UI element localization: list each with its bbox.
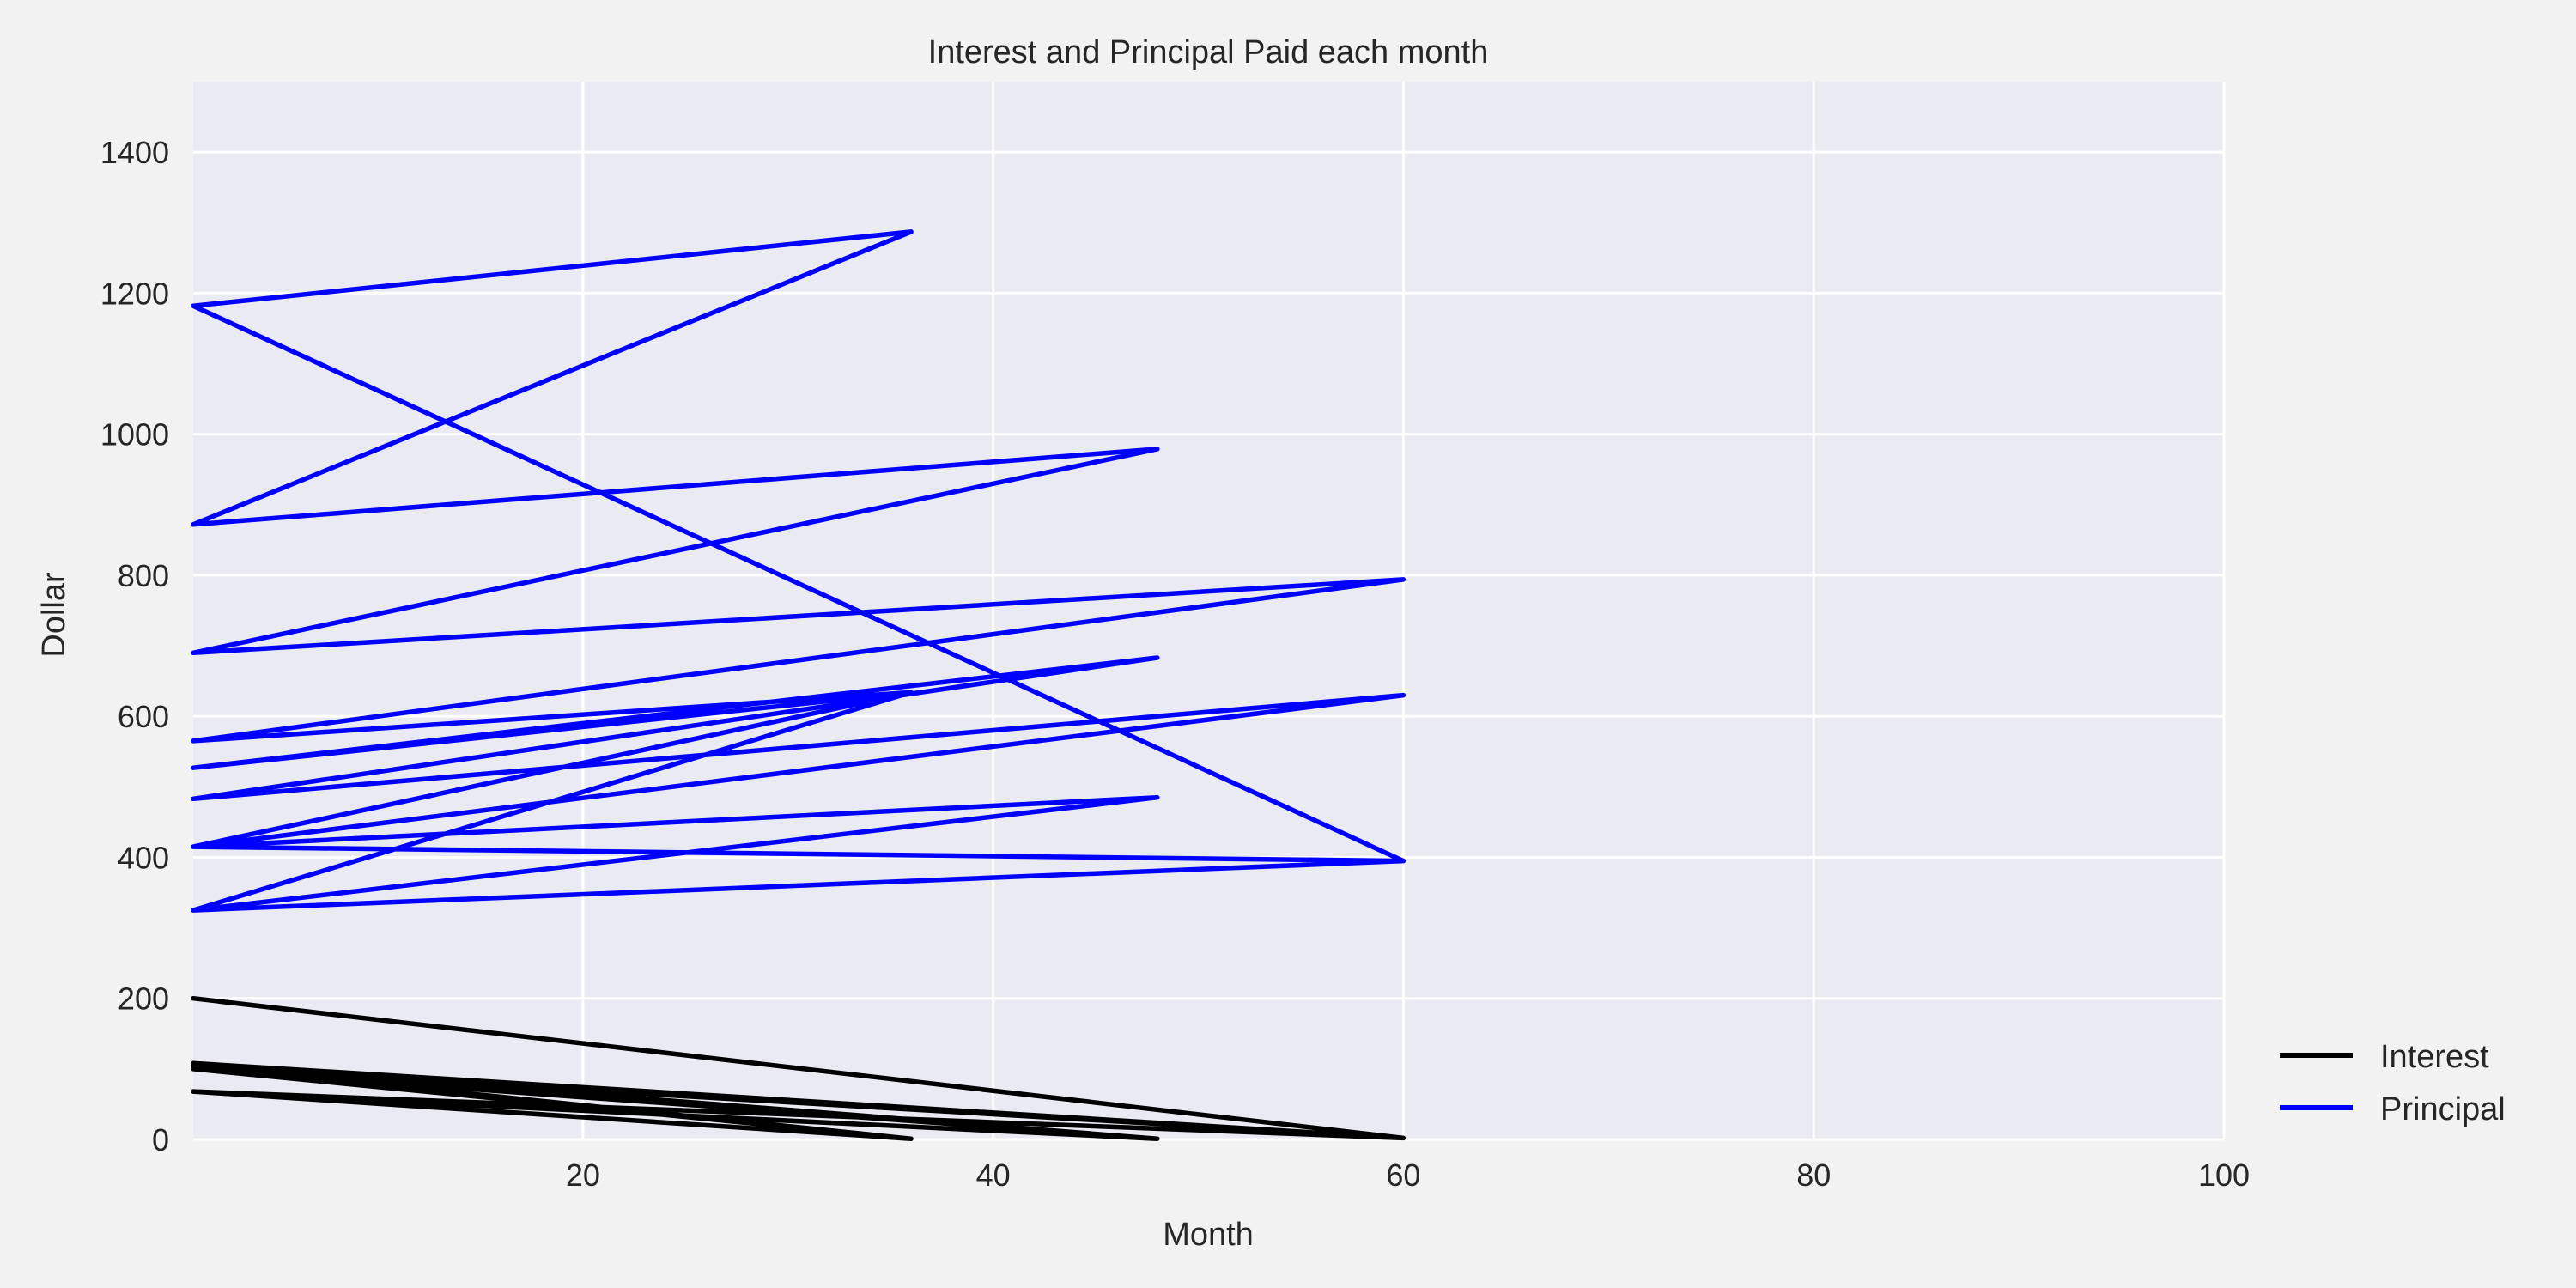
x-axis-title: Month	[1163, 1217, 1254, 1253]
chart-title: Interest and Principal Paid each month	[928, 34, 1489, 70]
series-line-interest	[191, 995, 1406, 1141]
x-tick-label: 40	[976, 1157, 1011, 1193]
y-tick-label: 1400	[100, 135, 169, 170]
x-tick-label: 60	[1386, 1157, 1420, 1193]
y-tick-label: 1000	[100, 417, 169, 453]
x-tick-label: 20	[566, 1157, 600, 1193]
y-tick-label: 400	[118, 840, 169, 875]
legend-label-principal: Principal	[2380, 1091, 2506, 1127]
series-line-principal	[191, 229, 1406, 913]
series-layer	[191, 229, 1406, 1141]
y-tick-label: 800	[118, 558, 169, 593]
y-tick-label: 200	[118, 981, 169, 1017]
y-tick-label: 1200	[100, 276, 169, 311]
x-tick-label: 80	[1796, 1157, 1831, 1193]
y-tick-label: 0	[152, 1122, 169, 1157]
x-tick-label: 100	[2198, 1157, 2250, 1193]
legend-label-interest: Interest	[2380, 1039, 2489, 1075]
plot-area	[193, 82, 2224, 1139]
legend: Interest Principal	[2280, 1039, 2506, 1127]
y-axis-title: Dollar	[36, 572, 72, 658]
y-tick-label: 600	[118, 699, 169, 734]
